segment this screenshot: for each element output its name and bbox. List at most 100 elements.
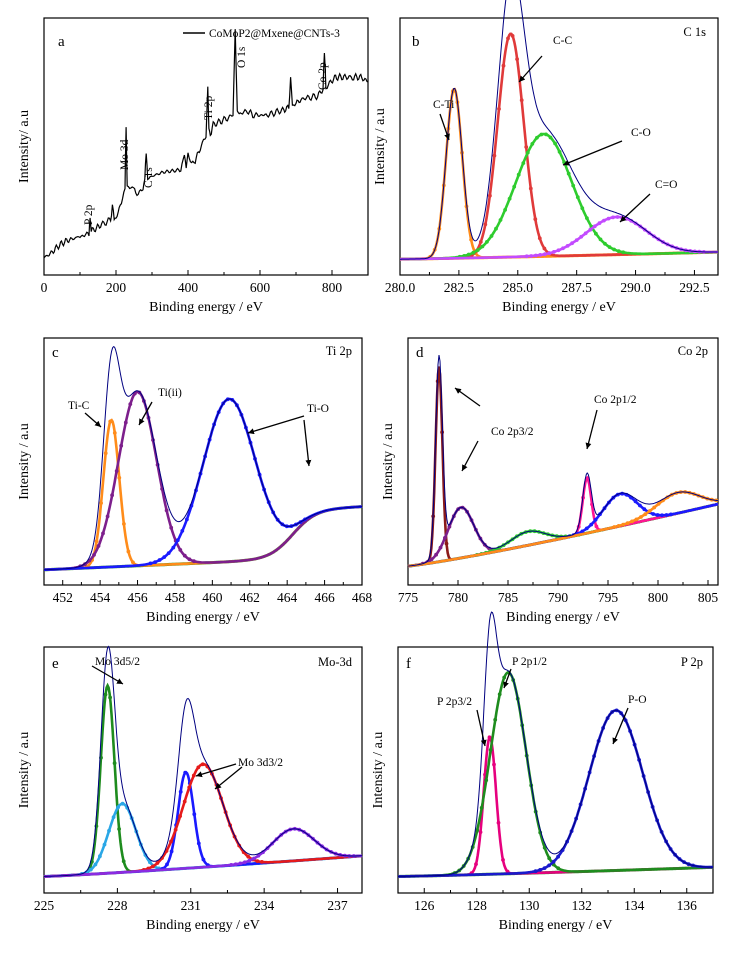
fit-point (131, 560, 135, 565)
peak-annotation: C-Ti (433, 99, 454, 111)
annotation-arrow (303, 419, 312, 467)
fit-point (122, 522, 126, 526)
fit-point (438, 545, 443, 550)
fit-point (533, 217, 538, 222)
fit-point (502, 675, 507, 680)
peak-annotation: Co 2p3/2 (491, 426, 534, 438)
fit-point (501, 858, 505, 862)
x-tick-label: 462 (240, 590, 260, 605)
fit-point (471, 250, 476, 255)
fit-point (530, 142, 535, 146)
panel-f: 126 128 130 132 134 136 Binding energy / eV Int… (371, 611, 714, 933)
panel-b: 280.0 282.5 285.0 287.5 290.0 292.5 Binding en… (373, 0, 719, 315)
annotation-arrow (195, 763, 237, 778)
x-tick-label: 200 (106, 280, 127, 295)
fit-point (594, 524, 599, 529)
fit-point (171, 545, 176, 550)
peak-annotation: C=O (655, 179, 677, 191)
fit-point (660, 513, 664, 518)
fit-point (242, 860, 247, 865)
fit-peak-component-5 (407, 490, 719, 568)
annotation-arrow (247, 415, 305, 435)
x-tick-label: 458 (165, 590, 186, 605)
fit-point (192, 812, 197, 817)
fit-point (494, 226, 498, 231)
fit-point (164, 508, 169, 513)
fit-point (571, 183, 576, 188)
fit-point (479, 805, 484, 810)
peak-annotation: Ti-O (307, 403, 329, 415)
fit-point (116, 805, 120, 810)
peak-annotation: C 1s (143, 167, 155, 188)
fit-point (584, 526, 589, 531)
fit-point (533, 869, 538, 874)
fit-point (260, 860, 264, 864)
plot-frame (43, 646, 363, 894)
x-tick-label: 225 (34, 898, 55, 913)
fit-point (111, 815, 116, 819)
annotation-arrow (585, 409, 598, 450)
fit-point (108, 695, 112, 700)
x-axis-label: Binding energy / eV (146, 918, 260, 933)
fit-point (525, 150, 530, 155)
fit-point (155, 861, 160, 865)
fit-point (128, 402, 133, 406)
annotation-arrow (84, 412, 102, 428)
fit-point (178, 548, 183, 552)
fit-point (612, 247, 616, 252)
fit-point (634, 517, 639, 522)
x-tick-label: 287.5 (561, 280, 592, 295)
y-axis-label: Intensity / a.u (373, 108, 388, 185)
panel-letter: c (52, 345, 59, 361)
fit-point (169, 849, 174, 854)
peak-annotation: P 2p3/2 (437, 696, 472, 708)
fit-point (485, 240, 489, 244)
fit-point (447, 524, 452, 529)
annotation-arrow (476, 709, 487, 747)
peak-annotation: P-O (628, 694, 647, 706)
annotation-arrow (439, 113, 450, 141)
fit-point (255, 859, 260, 863)
fit-point (655, 513, 660, 517)
panel-title: C 1s (683, 25, 706, 39)
fit-point (151, 864, 155, 869)
fit-point (496, 820, 501, 825)
fit-point (603, 241, 607, 246)
fit-point (120, 801, 125, 806)
fit-point (538, 253, 543, 257)
fit-point (108, 419, 113, 424)
fit-point (664, 513, 669, 517)
panel-title: P 2p (681, 655, 703, 669)
fit-point (543, 252, 547, 257)
peak-annotation: P 2p1/2 (512, 656, 547, 668)
panel-title: Ti 2p (326, 344, 352, 358)
fit-point (92, 553, 96, 557)
fit-point (574, 238, 579, 243)
x-tick-label: 292.5 (679, 280, 710, 295)
peak-annotation: O 1s (236, 46, 248, 68)
fit-point (621, 250, 626, 255)
fit-point (579, 234, 584, 239)
fit-point (566, 171, 571, 176)
fit-point (110, 493, 114, 498)
y-axis-label: Intensity / a.u (381, 423, 396, 500)
annotation-arrow (214, 766, 243, 790)
fit-point (630, 519, 634, 524)
fit-point (556, 854, 560, 859)
fit-point (117, 827, 121, 831)
fit-point (606, 216, 611, 221)
fit-point (157, 558, 162, 562)
fit-point (187, 557, 192, 562)
x-tick-label: 468 (352, 590, 373, 605)
x-tick-label: 785 (498, 590, 519, 605)
legend-label: CoMoP2@Mxene@CNTs-3 (209, 28, 340, 40)
fit-peak-p-2p3-2 (398, 735, 714, 878)
x-axis-label: Binding energy / eV (502, 300, 616, 315)
fit-point (519, 98, 524, 103)
fit-point (585, 216, 589, 221)
fit-point (101, 531, 105, 536)
x-tick-label: 775 (398, 590, 419, 605)
plot-frame (397, 646, 714, 894)
fit-point (616, 524, 621, 528)
fit-point (475, 248, 480, 253)
